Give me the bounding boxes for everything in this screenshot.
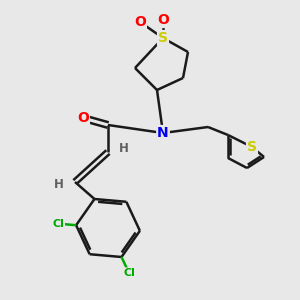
Text: Cl: Cl: [123, 268, 135, 278]
Text: Cl: Cl: [52, 219, 64, 229]
Text: O: O: [134, 15, 146, 29]
Text: O: O: [77, 111, 89, 125]
Text: H: H: [54, 178, 64, 191]
Text: O: O: [157, 13, 169, 27]
Text: H: H: [119, 142, 129, 155]
Text: S: S: [247, 140, 257, 154]
Text: N: N: [157, 126, 169, 140]
Text: S: S: [158, 31, 168, 45]
